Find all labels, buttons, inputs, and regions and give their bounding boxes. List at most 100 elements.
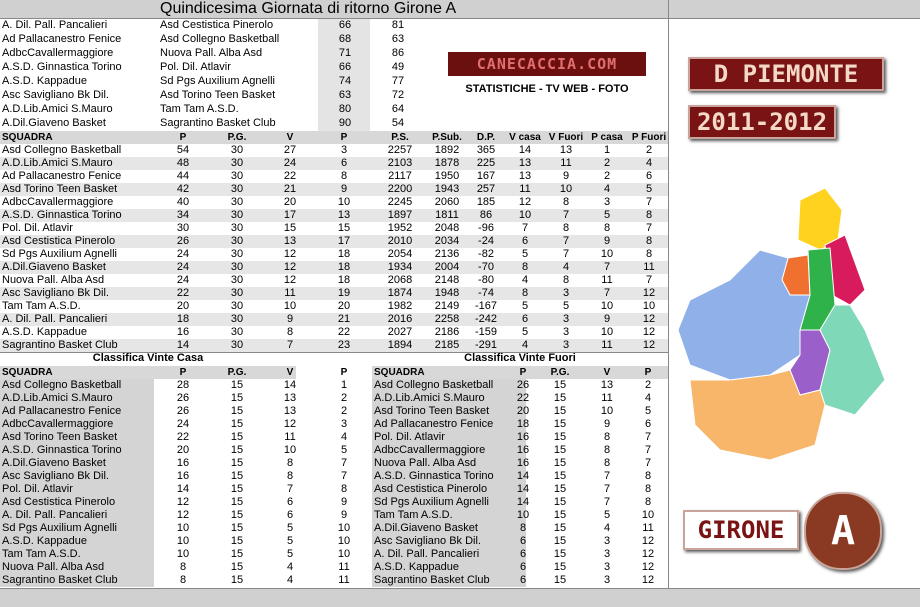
stat: 12 [518,196,532,208]
stat: 2117 [388,170,412,182]
column-header: P Fuori [631,132,667,143]
stat: 2 [340,405,348,417]
stat: 30 [230,274,244,286]
stat: -82 [478,248,494,260]
stat: 22 [283,170,297,182]
stat: 15 [230,431,244,443]
stat: 10 [516,509,530,521]
stat: 7 [603,261,611,273]
column-header: P [644,367,652,378]
stat: 4 [644,392,652,404]
column-header: P [340,132,348,143]
stat: 26 [516,379,530,391]
stat: 13 [559,144,573,156]
column-header: SQUADRA [374,367,425,378]
column-header: D.P. [476,132,496,143]
stat: 15 [553,496,567,508]
stat: 15 [230,483,244,495]
league-season: 2011-2012 [688,105,836,139]
stat: 14 [516,470,530,482]
team: AdbcCavallermaggiore [2,196,114,208]
stat: 9 [603,313,611,325]
stat: 30 [230,157,244,169]
region-map [677,187,886,461]
stat: 10 [176,548,190,560]
team: Asd Cestistica Pinerolo [2,496,116,508]
stat: 7 [603,496,611,508]
stat: 30 [230,313,244,325]
stat: 3 [603,548,611,560]
stat: 12 [642,339,656,351]
row-stripe [0,209,668,222]
stat: 15 [553,509,567,521]
stat: -159 [474,326,498,338]
stat: 44 [176,170,190,182]
stat: 2 [645,144,653,156]
stat: 3 [562,339,570,351]
stat: 2 [340,392,348,404]
home-score: 71 [338,47,352,59]
stat: 18 [337,261,351,273]
stat: 5 [521,300,529,312]
stat: 3 [340,144,348,156]
stat: 23 [337,339,351,351]
score-bg [318,89,370,103]
home-score: 66 [338,19,352,31]
column-header: V Fuori [548,132,584,143]
stat: 1811 [435,209,459,221]
stat: 11 [338,561,350,573]
team: A.S.D. Kappadue [2,326,88,338]
stat: 20 [516,405,530,417]
away-team: Asd Cestistica Pinerolo [160,19,274,31]
stat: 6 [519,535,527,547]
stat: 5 [521,326,529,338]
team: A. Dil. Pall. Pancalieri [2,509,108,521]
team: Asd Torino Teen Basket [374,405,490,417]
team: A.D.Lib.Amici S.Mauro [2,392,113,404]
stat: 4 [340,431,348,443]
stat: 16 [516,444,530,456]
stat: 8 [519,522,527,534]
team: Sagrantino Basket Club [374,574,490,586]
stat: 12 [283,418,297,430]
column-header: V [603,367,611,378]
stat: 7 [286,339,294,351]
stat: 13 [518,170,532,182]
stat: 8 [286,470,294,482]
team: Tam Tam A.S.D. [2,548,81,560]
stat: 7 [645,274,653,286]
stat: 24 [176,418,190,430]
row-stripe [0,235,668,248]
team: A. Dil. Pall. Pancalieri [374,548,480,560]
stat: 2148 [434,274,460,286]
stat: 34 [176,209,190,221]
stat: 1952 [387,222,413,234]
stat: 12 [283,248,297,260]
stat: 15 [230,392,244,404]
stat: 22 [176,287,190,299]
stat: 8 [603,222,611,234]
stat: 7 [645,196,653,208]
stat: 14 [518,144,532,156]
stat: 20 [283,196,297,208]
stat: 2186 [434,326,460,338]
stat: 24 [283,157,297,169]
stat: 1948 [434,287,460,299]
stat: 3 [562,313,570,325]
stat: 2048 [434,222,460,234]
stat: 40 [176,196,190,208]
stat: 4 [286,561,294,573]
stat: 1897 [387,209,413,221]
stat: 26 [176,235,190,247]
home-team: A. Dil. Pall. Pancalieri [2,19,108,31]
stat: 1874 [387,287,413,299]
home-score: 90 [338,117,352,129]
stat: 6 [519,561,527,573]
stat: 10 [337,535,351,547]
team: Ad Pallacanestro Fenice [374,418,494,430]
stat: 10 [337,522,351,534]
stat: 15 [230,496,244,508]
stat: 5 [562,300,570,312]
team: Ad Pallacanestro Fenice [2,405,122,417]
stat: 9 [562,170,570,182]
